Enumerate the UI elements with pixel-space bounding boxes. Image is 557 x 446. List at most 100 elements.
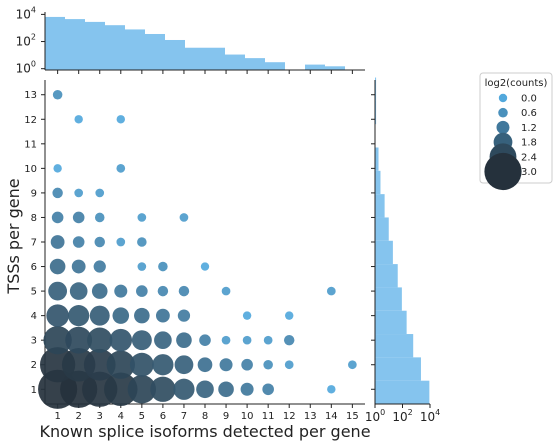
scatter-point <box>327 385 336 394</box>
y-tick-label: 8 <box>31 213 37 224</box>
scatter-point <box>240 382 254 396</box>
scatter-point <box>95 188 105 198</box>
right-hist-bar <box>375 380 430 404</box>
scatter-point <box>179 213 189 222</box>
scatter-point <box>326 286 336 296</box>
scatter-point <box>197 357 213 373</box>
scatter-point <box>221 335 231 345</box>
legend-title: log2(counts) <box>485 78 548 89</box>
scatter-point <box>150 376 176 402</box>
top-hist-y-tick-exponent: 2 <box>31 33 36 42</box>
scatter-point <box>137 262 147 271</box>
scatter-point <box>74 188 84 198</box>
scatter-point <box>155 308 170 323</box>
scatter-point <box>112 307 130 324</box>
scatter-point <box>43 325 72 355</box>
scatter-point <box>72 236 85 248</box>
legend-marker <box>498 93 508 103</box>
scatter-point <box>87 327 113 353</box>
top-hist-bar <box>225 54 245 70</box>
top-hist-bar <box>105 25 125 71</box>
scatter-point <box>157 285 169 297</box>
top-hist-bar <box>85 21 105 70</box>
top-hist-bar <box>145 33 165 70</box>
scatter-point <box>46 304 69 327</box>
right-hist-bar <box>375 264 398 288</box>
scatter-point <box>177 309 191 322</box>
right-hist-x-tick-label: 102 <box>392 408 412 424</box>
scatter-point <box>154 331 172 350</box>
legend-label: 1.2 <box>521 123 537 134</box>
top-hist-bar <box>325 66 345 70</box>
scatter-point <box>104 372 138 407</box>
scatter-point <box>348 360 357 370</box>
scatter-point <box>93 260 106 273</box>
scatter-point <box>196 380 214 399</box>
legend-marker <box>496 120 510 134</box>
right-hist-bar <box>375 217 389 241</box>
x-tick-label: 10 <box>241 411 254 422</box>
scatter-point <box>114 284 128 298</box>
right-hist-bar <box>375 287 402 311</box>
scatter-point <box>109 328 133 352</box>
legend-label: 0.0 <box>521 94 537 105</box>
top-hist-y-tick-label: 104 <box>16 5 36 21</box>
legend-marker <box>484 152 522 191</box>
top-hist-bar <box>65 19 85 71</box>
scatter-point <box>131 330 152 351</box>
scatter-point <box>176 332 192 348</box>
scatter-point <box>242 335 252 345</box>
scatter-point <box>285 311 294 320</box>
scatter-point <box>49 258 66 275</box>
top-hist-bar <box>185 47 205 70</box>
scatter-point <box>152 354 174 376</box>
x-tick-label: 12 <box>283 411 296 422</box>
right-hist-bar <box>375 310 407 335</box>
scatter-point <box>53 164 62 173</box>
right-hist-x-tick-exponent: 2 <box>408 408 413 417</box>
top-hist-bar <box>205 47 225 70</box>
scatter-point <box>158 261 168 272</box>
scatter-point <box>89 305 110 326</box>
scatter-point <box>178 285 190 297</box>
legend-label: 2.4 <box>521 152 537 163</box>
scatter-point <box>116 164 126 173</box>
x-tick-label: 7 <box>181 411 187 422</box>
scatter-point <box>94 236 105 248</box>
y-tick-label: 11 <box>24 139 37 150</box>
scatter-point <box>173 378 195 400</box>
x-axis-label: Known splice isoforms detected per gene <box>39 422 370 441</box>
scatter-point <box>199 334 211 346</box>
scatter-point <box>242 311 252 320</box>
right-hist-bar <box>375 147 379 171</box>
y-tick-label: 12 <box>24 115 37 126</box>
y-tick-label: 10 <box>24 164 37 175</box>
x-tick-label: 5 <box>139 411 145 422</box>
y-tick-label: 13 <box>24 90 37 101</box>
scatter-point <box>52 187 63 199</box>
y-tick-label: 1 <box>31 385 37 396</box>
scatter-point <box>74 115 83 124</box>
scatter-point <box>51 211 64 224</box>
scatter-point <box>174 355 194 375</box>
scatter-point <box>137 237 147 247</box>
scatter-point <box>52 89 63 100</box>
scatter-point <box>116 237 126 247</box>
right-hist-x-tick-label: 104 <box>420 408 440 424</box>
top-hist-bar <box>245 58 265 70</box>
legend-label: 3.0 <box>521 167 537 178</box>
right-hist-bar <box>375 170 381 195</box>
y-tick-label: 3 <box>31 336 37 347</box>
legend: log2(counts) 0.0 0.6 1.2 1.8 2.4 3.0 <box>479 72 553 191</box>
scatter-point <box>218 381 234 398</box>
x-tick-label: 11 <box>262 411 275 422</box>
top-hist-y-tick-label: 102 <box>16 33 36 49</box>
x-tick-label: 3 <box>97 411 103 422</box>
scatter-point <box>129 352 154 377</box>
y-tick-label: 9 <box>31 188 37 199</box>
top-hist-y-tick-label: 100 <box>16 60 36 76</box>
scatter-point <box>262 383 274 396</box>
scatter-point <box>71 259 86 274</box>
scatter-point <box>136 285 148 297</box>
